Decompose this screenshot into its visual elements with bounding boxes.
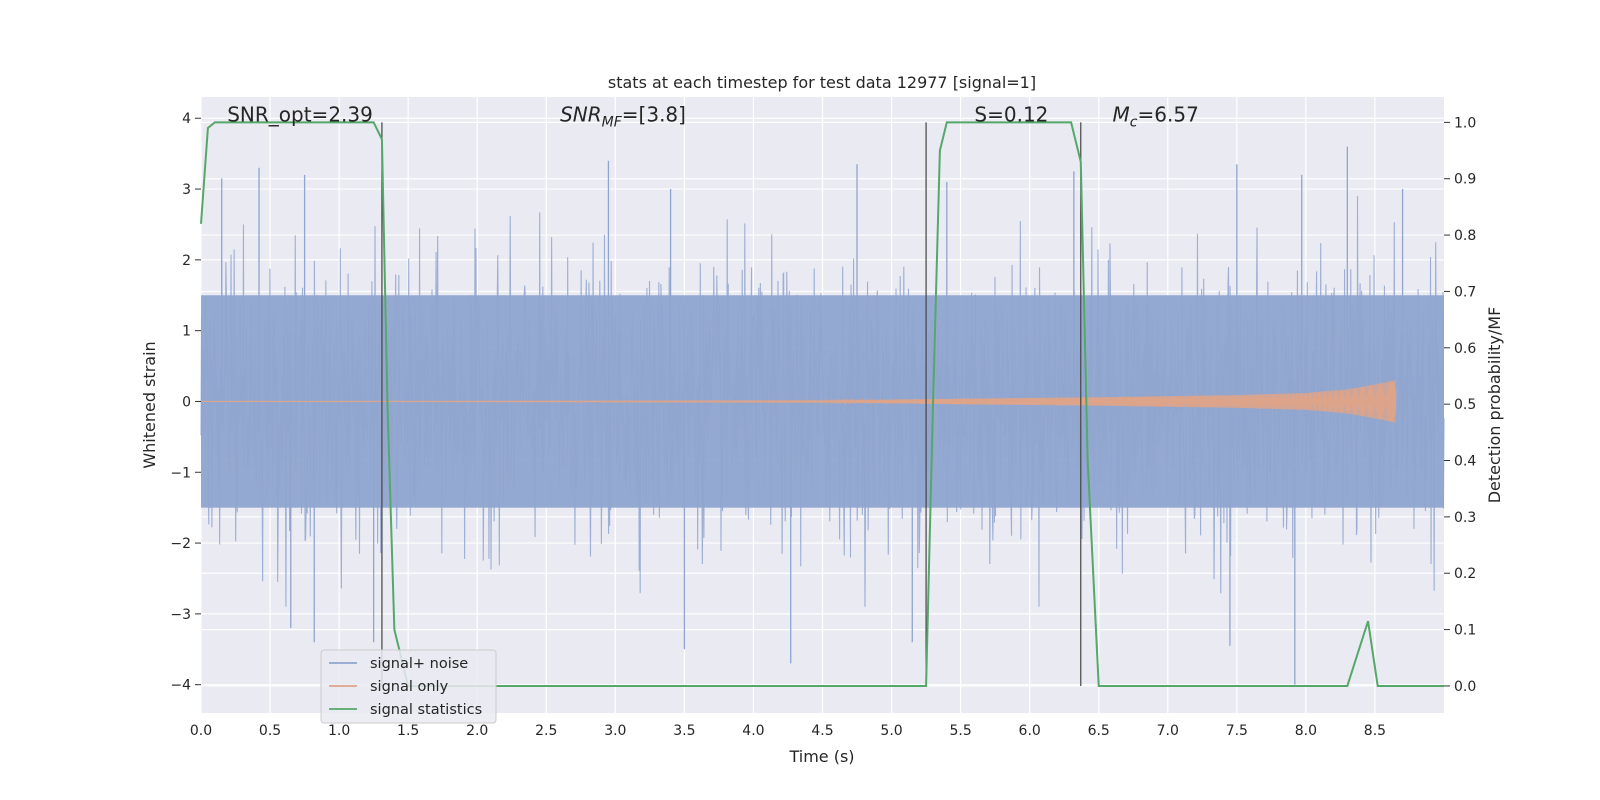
x-tick-label: 7.0 <box>1157 723 1179 739</box>
x-tick-label: 6.0 <box>1019 723 1041 739</box>
x-tick-label: 4.5 <box>811 723 833 739</box>
x-axis-ticks: 0.0 0.5 1.0 1.5 2.0 2.5 3.0 3.5 4.0 4.5 5.0 5.5 6.0 6… <box>190 723 1386 739</box>
series-signal-statistics <box>200 121 1444 687</box>
y2-axis-ticks: 1.0 0.9 0.8 0.7 0.6 0.5 0.4 0.3 0.2 0.1 0.0 <box>1444 115 1476 695</box>
x-tick-label: 3.0 <box>604 723 626 739</box>
x-tick-label: 2.0 <box>466 723 488 739</box>
y2-tick-label: 1.0 <box>1454 115 1476 131</box>
x-tick-label: 8.5 <box>1364 723 1386 739</box>
annotation-text: SNR_opt=2.39 <box>227 103 373 127</box>
y2-tick-label: 0.6 <box>1454 341 1476 357</box>
y-tick-label: 4 <box>182 111 191 127</box>
y2-tick-label: 0.4 <box>1454 454 1476 470</box>
series-signal-only <box>201 380 1397 423</box>
x-tick-label: 1.5 <box>397 723 419 739</box>
legend-label-signal-plus-noise: signal+ noise <box>370 656 468 672</box>
y-axis-label: Whitened strain <box>140 341 159 468</box>
x-tick-label: 1.0 <box>328 723 350 739</box>
y-tick-label: −4 <box>170 678 191 694</box>
y2-tick-label: 0.1 <box>1454 623 1476 639</box>
x-tick-label: 3.5 <box>673 723 695 739</box>
y2-tick-label: 0.5 <box>1454 397 1476 413</box>
y2-tick-label: 0.2 <box>1454 566 1476 582</box>
x-tick-label: 6.5 <box>1088 723 1110 739</box>
chart-title: stats at each timestep for test data 129… <box>608 73 1036 92</box>
x-tick-label: 8.0 <box>1295 723 1317 739</box>
x-tick-label: 2.5 <box>535 723 557 739</box>
y-tick-label: 3 <box>182 182 191 198</box>
y-axis-ticks: 4 3 2 1 0 −1 −2 −3 −4 <box>170 111 201 694</box>
annotation-text: S=0.12 <box>974 103 1048 127</box>
annotation-text: SNRMF=[3.8] <box>560 103 686 131</box>
y-tick-label: −2 <box>170 536 191 552</box>
signal-statistics-line <box>200 121 1444 687</box>
y-tick-label: −3 <box>170 607 191 623</box>
y-tick-label: 1 <box>182 324 191 340</box>
y-tick-label: 2 <box>182 253 191 269</box>
x-tick-label: 4.0 <box>742 723 764 739</box>
y-tick-label: 0 <box>182 394 191 410</box>
legend-box <box>320 649 497 724</box>
x-tick-label: 5.0 <box>880 723 902 739</box>
y2-tick-label: 0.7 <box>1454 284 1476 300</box>
legend-label-signal-only: signal only <box>370 679 449 695</box>
x-tick-label: 0.5 <box>259 723 281 739</box>
legend-label-signal-statistics: signal statistics <box>370 702 482 718</box>
y2-tick-label: 0.0 <box>1454 679 1476 695</box>
y2-tick-label: 0.8 <box>1454 228 1476 244</box>
signal-only-envelope <box>201 380 1396 423</box>
y2-tick-label: 0.3 <box>1454 510 1476 526</box>
y2-axis-label: Detection probability/MF <box>1485 307 1504 504</box>
annotations: SNR_opt=2.39 SNRMF=[3.8] S=0.12 Mc=6.57 <box>227 103 1199 131</box>
x-tick-label: 7.5 <box>1226 723 1248 739</box>
x-axis-label: Time (s) <box>788 747 854 766</box>
x-tick-label: 0.0 <box>190 723 212 739</box>
y2-tick-label: 0.9 <box>1454 172 1476 188</box>
y-tick-label: −1 <box>170 465 191 481</box>
vertical-markers <box>381 122 1082 686</box>
annotation-text: Mc=6.57 <box>1113 103 1199 131</box>
legend: signal+ noise signal only signal statist… <box>320 649 497 724</box>
x-tick-label: 5.5 <box>949 723 971 739</box>
